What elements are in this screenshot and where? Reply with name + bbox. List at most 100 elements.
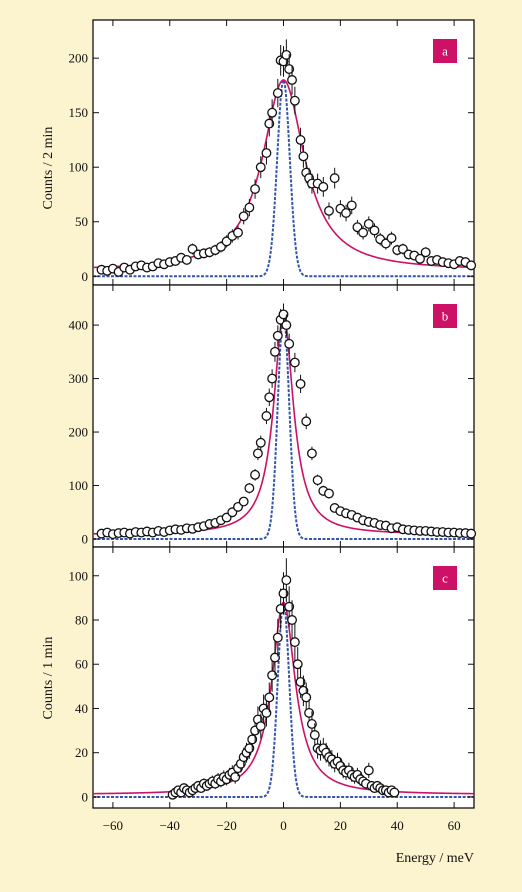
data-point (238, 211, 249, 222)
x-axis-label: Energy / meV (396, 851, 474, 866)
panel-badge (433, 39, 457, 63)
data-point (309, 730, 320, 740)
data-point (420, 247, 431, 258)
x-tick-label: 40 (391, 818, 404, 833)
data-point (272, 632, 283, 643)
data-point (250, 184, 261, 194)
panel-c: −60 −40 −20 0 20 40 60 0 20 40 60 80 100 c (69, 546, 475, 833)
data-point (284, 601, 295, 612)
data-point (466, 528, 477, 539)
data-point (244, 483, 255, 494)
data-point (312, 475, 323, 486)
data-point (267, 107, 278, 118)
data-point (278, 588, 289, 599)
panel-badge (433, 304, 457, 328)
y-tick-label: 150 (69, 105, 89, 120)
data-point (287, 615, 297, 625)
data-point (341, 208, 352, 218)
y-axis-label-top: Counts / 2 min (41, 127, 56, 210)
x-tick-label: −40 (160, 818, 180, 833)
data-point (284, 64, 295, 75)
y-tick-label: 300 (69, 371, 89, 386)
data-point (267, 373, 278, 384)
panel-badge-label: b (442, 309, 449, 324)
data-point (306, 448, 317, 459)
data-point (255, 162, 266, 173)
data-point (250, 469, 261, 480)
data-point (230, 772, 241, 782)
data-point (261, 148, 272, 158)
panel-badge (433, 566, 457, 590)
data-point (295, 676, 306, 687)
y-tick-label: 0 (82, 789, 89, 804)
data-point (264, 118, 275, 129)
data-point (281, 320, 292, 331)
data-point (261, 411, 272, 421)
panel-b: 0 100 200 300 400 b (69, 284, 477, 548)
data-point (289, 357, 300, 368)
data-point (281, 575, 292, 586)
data-point (255, 437, 266, 448)
data-point (363, 218, 374, 229)
data-point (244, 743, 255, 754)
data-point (318, 181, 329, 192)
resolution-curve (93, 599, 474, 798)
data-point (301, 692, 312, 703)
data-point (306, 718, 317, 729)
y-tick-label: 80 (75, 612, 88, 627)
data-point (298, 151, 309, 162)
data-point (329, 173, 340, 184)
data-point (358, 227, 369, 238)
data-point (233, 227, 243, 238)
data-point (252, 448, 263, 459)
data-point (415, 253, 425, 264)
y-tick-label: 100 (69, 160, 89, 175)
data-point (304, 707, 315, 718)
data-point (278, 309, 289, 320)
x-tick-label: 0 (280, 818, 287, 833)
data-point (295, 135, 306, 145)
y-tick-label: 0 (82, 531, 89, 546)
y-tick-label: 0 (82, 269, 89, 284)
data-point (272, 330, 283, 341)
data-point (389, 787, 400, 798)
y-tick-label: 50 (75, 214, 88, 229)
data-point (270, 652, 280, 663)
resolution-curve (93, 77, 474, 278)
data-point (369, 225, 380, 236)
data-point (324, 488, 334, 499)
x-tick-label: 60 (448, 818, 461, 833)
data-point (292, 659, 303, 670)
y-tick-label: 40 (75, 701, 88, 716)
y-tick-label: 60 (75, 657, 88, 672)
y-tick-label: 20 (75, 745, 88, 760)
data-point (363, 765, 374, 776)
y-tick-label: 200 (69, 51, 89, 66)
y-tick-label: 200 (69, 425, 89, 440)
y-axis-label-bottom: Counts / 1 min (41, 637, 56, 720)
data-point (238, 496, 249, 507)
data-point (284, 338, 295, 349)
data-point (386, 233, 397, 244)
data-point (281, 49, 292, 60)
data-point (295, 378, 306, 389)
data-point (346, 200, 357, 211)
data-point (244, 202, 255, 213)
data-point (270, 346, 280, 357)
data-point (247, 734, 258, 745)
data-point (264, 392, 275, 403)
data-point (272, 88, 283, 99)
data-point (181, 254, 192, 265)
data-point (289, 637, 300, 648)
data-point (264, 692, 275, 703)
y-tick-label: 400 (69, 318, 89, 333)
panel-badge-label: a (442, 44, 448, 59)
panel-a: 0 50 100 150 200 a (69, 19, 477, 286)
data-point (287, 75, 297, 85)
data-point (301, 416, 312, 427)
y-tick-label: 100 (69, 478, 89, 493)
data-point (289, 95, 300, 106)
y-tick-label: 100 (69, 568, 89, 583)
